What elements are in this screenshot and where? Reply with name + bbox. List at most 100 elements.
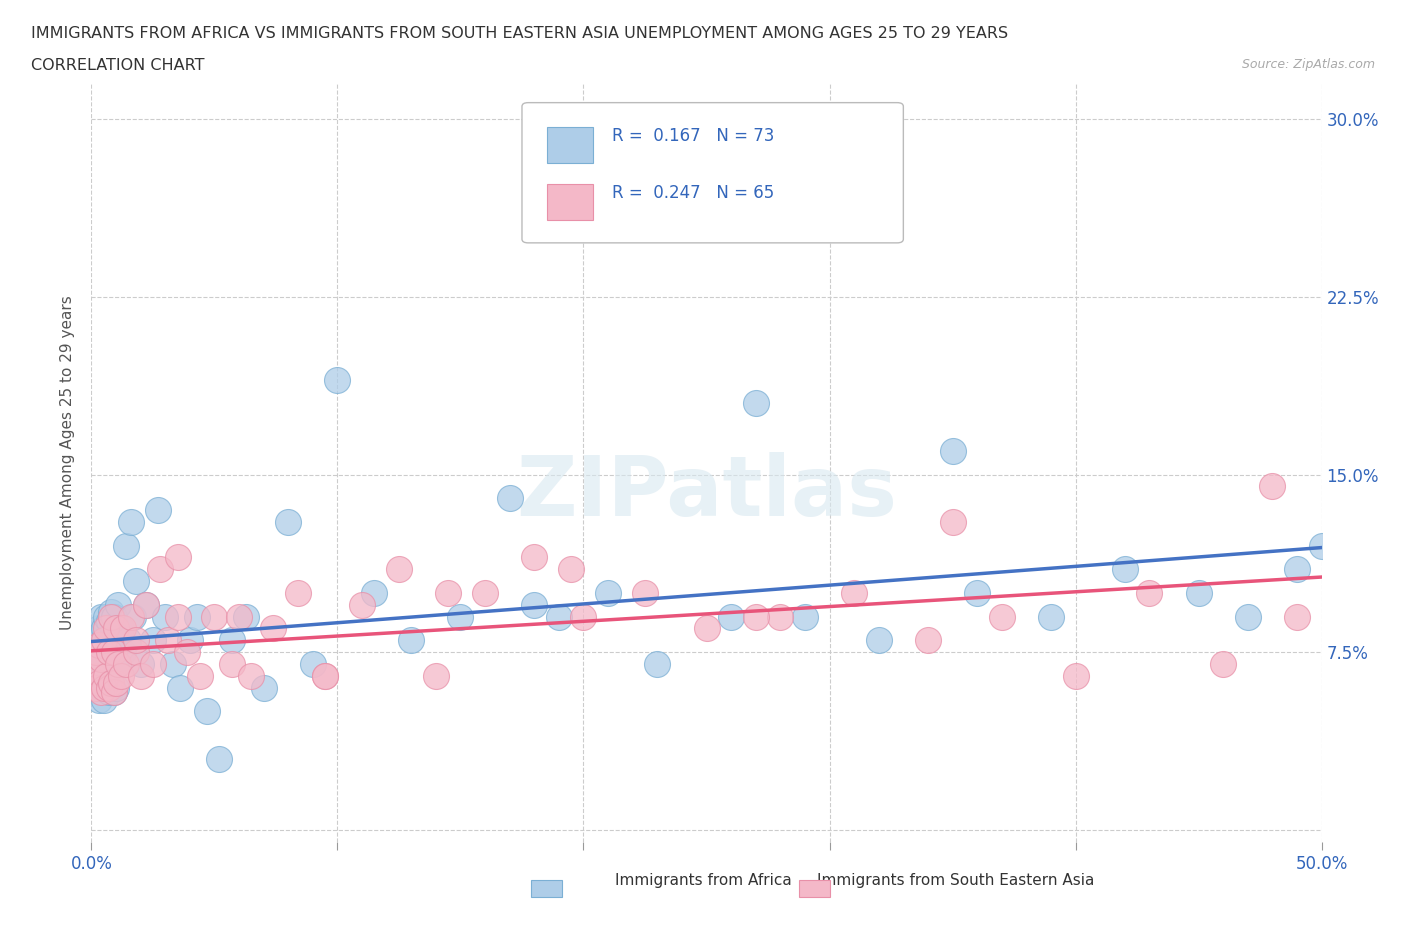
Point: [107, 657, 129, 671]
Point: [208, 751, 231, 766]
Point: [110, 669, 132, 684]
Point: [547, 609, 569, 624]
Point: [112, 644, 135, 659]
Point: [97, 652, 120, 667]
Point: [166, 550, 188, 565]
Point: [1039, 609, 1063, 624]
Point: [86, 680, 108, 695]
Point: [917, 633, 939, 648]
Point: [135, 597, 156, 612]
Point: [120, 609, 142, 624]
Point: [87, 657, 110, 671]
Point: [100, 675, 122, 690]
Point: [96, 669, 117, 684]
Point: [100, 604, 122, 619]
Point: [107, 597, 129, 612]
Point: [153, 609, 177, 624]
Point: [363, 586, 385, 601]
Text: ZIPatlas: ZIPatlas: [516, 453, 897, 534]
Point: [262, 621, 284, 636]
Text: CORRELATION CHART: CORRELATION CHART: [31, 58, 204, 73]
Point: [105, 675, 127, 690]
Point: [169, 680, 191, 695]
Point: [195, 704, 218, 719]
Point: [142, 657, 165, 671]
Text: Source: ZipAtlas.com: Source: ZipAtlas.com: [1241, 58, 1375, 71]
Point: [124, 574, 146, 589]
Point: [221, 633, 243, 648]
FancyBboxPatch shape: [522, 102, 903, 243]
Point: [186, 609, 208, 624]
Point: [97, 614, 120, 629]
Point: [93, 680, 115, 695]
Point: [83, 657, 105, 671]
Point: [425, 669, 447, 684]
Point: [941, 444, 963, 458]
Point: [745, 396, 768, 411]
Point: [1310, 538, 1333, 553]
Point: [560, 562, 582, 577]
Point: [93, 621, 115, 636]
Point: [645, 657, 669, 671]
Point: [572, 609, 595, 624]
Y-axis label: Unemployment Among Ages 25 to 29 years: Unemployment Among Ages 25 to 29 years: [60, 296, 76, 630]
Point: [124, 644, 146, 659]
Text: Immigrants from Africa: Immigrants from Africa: [614, 873, 792, 888]
Point: [523, 550, 546, 565]
FancyBboxPatch shape: [547, 184, 593, 220]
Point: [221, 657, 243, 671]
Point: [176, 644, 198, 659]
Point: [107, 657, 129, 671]
Point: [105, 680, 127, 695]
Point: [301, 657, 323, 671]
Text: IMMIGRANTS FROM AFRICA VS IMMIGRANTS FROM SOUTH EASTERN ASIA UNEMPLOYMENT AMONG : IMMIGRANTS FROM AFRICA VS IMMIGRANTS FRO…: [31, 26, 1008, 41]
Point: [1212, 657, 1234, 671]
Point: [868, 633, 890, 648]
Point: [498, 491, 520, 506]
Point: [100, 609, 122, 624]
Point: [83, 657, 105, 671]
Text: R =  0.167   N = 73: R = 0.167 N = 73: [612, 127, 775, 145]
Point: [100, 675, 122, 690]
Point: [114, 657, 138, 671]
Point: [129, 657, 152, 671]
Point: [314, 669, 336, 684]
Point: [437, 586, 460, 601]
Text: R =  0.247   N = 65: R = 0.247 N = 65: [612, 184, 775, 202]
Point: [1187, 586, 1209, 601]
Point: [103, 644, 125, 659]
Point: [352, 597, 374, 612]
Point: [97, 644, 120, 659]
Point: [97, 685, 120, 700]
Point: [1261, 479, 1284, 494]
Point: [96, 644, 117, 659]
Point: [149, 562, 172, 577]
Point: [93, 633, 115, 648]
Point: [240, 669, 263, 684]
Point: [120, 514, 142, 529]
Point: [277, 514, 299, 529]
Point: [124, 633, 146, 648]
Point: [769, 609, 792, 624]
Point: [96, 609, 117, 624]
Point: [474, 586, 496, 601]
Point: [399, 633, 422, 648]
Point: [523, 597, 546, 612]
Point: [90, 652, 112, 667]
Point: [103, 609, 125, 624]
Point: [720, 609, 742, 624]
Point: [287, 586, 309, 601]
Point: [188, 669, 211, 684]
Point: [117, 633, 139, 648]
Point: [96, 621, 117, 636]
Point: [87, 675, 110, 690]
Point: [449, 609, 471, 624]
FancyBboxPatch shape: [547, 127, 593, 164]
Point: [941, 514, 963, 529]
Point: [90, 680, 112, 695]
Point: [162, 657, 184, 671]
Point: [745, 609, 768, 624]
Point: [990, 609, 1012, 624]
Point: [1285, 609, 1308, 624]
Point: [842, 586, 865, 601]
